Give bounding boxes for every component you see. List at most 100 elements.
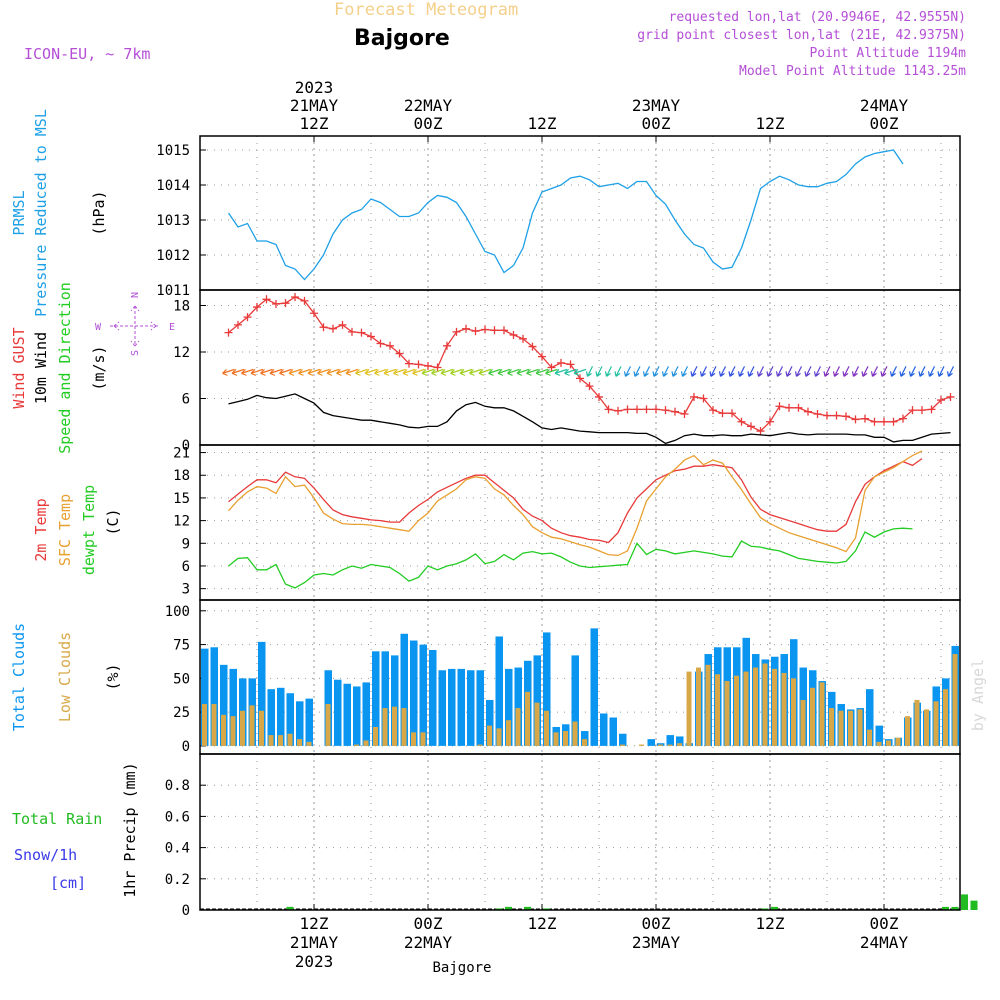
gust-marker xyxy=(946,392,955,401)
gust-marker xyxy=(348,327,356,336)
low-cloud-bar xyxy=(496,728,502,746)
low-cloud-bar xyxy=(743,671,749,746)
gust-marker xyxy=(680,410,689,418)
gust-marker xyxy=(471,327,480,336)
wind-arrow-icon xyxy=(775,366,784,377)
low-cloud-bar xyxy=(886,740,891,746)
low-cloud-bar xyxy=(392,706,397,746)
low-cloud-bar xyxy=(325,704,331,746)
sfc-temp-label: SFC Temp xyxy=(56,494,74,566)
pressure-label: PRMSL xyxy=(10,190,28,235)
gust-marker xyxy=(661,406,670,415)
low-cloud-bar xyxy=(534,702,540,746)
precip-unit: 1hr Precip (mm) xyxy=(121,762,139,897)
low-cloud-bar xyxy=(639,744,644,746)
wind-arrow-icon xyxy=(269,368,283,376)
location-info: requested lon,lat (20.9946E, 42.9555N) g… xyxy=(637,9,966,81)
y-tick-label: 0 xyxy=(182,903,190,919)
rain-bar xyxy=(286,906,294,910)
low-cloud-bar xyxy=(667,744,673,746)
gust-marker xyxy=(462,324,470,333)
wind-arrow-icon xyxy=(823,366,831,377)
wind-arrow-icon xyxy=(326,368,340,376)
wind-arrow-icon xyxy=(288,368,302,376)
gust-marker xyxy=(766,417,774,426)
low-cloud-bar xyxy=(762,663,768,746)
wind-arrow-icon xyxy=(431,368,444,376)
panel-frame xyxy=(199,135,961,291)
wind-arrow-icon xyxy=(794,366,803,377)
total-cloud-bar xyxy=(429,649,437,746)
low-cloud-bar xyxy=(572,721,578,746)
wind-arrow-icon xyxy=(383,368,397,376)
point-altitude: Point Altitude 1194m xyxy=(809,46,966,61)
total-cloud-bar xyxy=(296,701,304,746)
y-tick-label: 1013 xyxy=(156,213,190,229)
wind-speed-line xyxy=(228,393,951,445)
wind-arrow-icon xyxy=(345,368,359,376)
low-cloud-bar xyxy=(933,701,939,746)
wind-arrow-icon xyxy=(374,368,387,376)
total-clouds-label: Total Clouds xyxy=(10,623,28,731)
y-tick-label: 25 xyxy=(173,705,190,721)
wind-arrow-icon xyxy=(832,366,841,377)
gust-marker xyxy=(804,407,812,416)
gust-marker xyxy=(291,292,299,301)
low-cloud-bar xyxy=(791,678,796,746)
wind-arrow-icon xyxy=(545,368,558,376)
gust-marker xyxy=(861,414,869,423)
total-cloud-bar xyxy=(353,686,361,746)
gust-marker xyxy=(386,341,394,350)
low-cloud-bar xyxy=(819,682,825,746)
low-cloud-bar xyxy=(401,708,407,746)
bottom-axis-date: 21MAY xyxy=(290,933,339,952)
wind-arrow-icon xyxy=(813,366,822,377)
requested-coords: requested lon,lat (20.9946E, 42.9555N) xyxy=(668,10,966,25)
wind-arrow-icon xyxy=(526,368,539,376)
y-tick-label: 1015 xyxy=(156,143,190,159)
temp-2m-label: 2m Temp xyxy=(32,498,50,561)
total-cloud-bar xyxy=(410,640,418,746)
gust-marker xyxy=(234,320,242,329)
wind-arrow-icon xyxy=(728,366,736,377)
wind-arrow-icon xyxy=(440,368,454,376)
compass-east: E xyxy=(169,322,175,333)
cloud-bars xyxy=(201,628,959,746)
gust-marker xyxy=(642,405,651,414)
gust-marker xyxy=(519,334,527,343)
gust-marker xyxy=(538,352,546,361)
gust-marker xyxy=(414,360,423,369)
rain-bar xyxy=(942,906,949,910)
gust-marker xyxy=(300,296,309,305)
y-tick-label: 18 xyxy=(173,468,190,484)
gust-marker xyxy=(927,405,936,414)
dewpoint-label: dewpt Temp xyxy=(80,485,98,575)
wind-arrow-icon xyxy=(497,368,511,376)
dewpoint-points xyxy=(228,0,951,588)
wind-arrow-icon xyxy=(756,366,765,377)
gust-marker xyxy=(690,392,698,401)
total-cloud-bar xyxy=(343,683,351,746)
gust-line xyxy=(228,296,951,432)
low-cloud-bar xyxy=(354,744,359,746)
gust-marker xyxy=(842,412,850,421)
y-tick-label: 12 xyxy=(173,514,190,530)
total-cloud-bar xyxy=(875,725,883,746)
wind-arrow-icon xyxy=(718,366,727,377)
gust-marker xyxy=(851,415,860,424)
low-cloud-bar xyxy=(620,744,625,746)
gust-marker xyxy=(623,405,632,414)
total-cloud-bar xyxy=(609,717,617,746)
wind-arrow-icon xyxy=(680,366,689,377)
low-cloud-bar xyxy=(658,744,663,746)
wind-arrow-icon xyxy=(554,368,568,376)
wind-arrow-icon xyxy=(642,366,651,377)
wind-arrow-icon xyxy=(336,368,349,376)
top-axis-year: 2023 xyxy=(295,78,334,97)
watermark: by Angel xyxy=(969,659,987,731)
rain-bar xyxy=(495,908,503,910)
low-cloud-bar xyxy=(677,743,682,746)
rain-bar xyxy=(951,906,959,910)
wind-arrow-icon xyxy=(908,366,917,377)
y-tick-label: 6 xyxy=(182,559,190,575)
